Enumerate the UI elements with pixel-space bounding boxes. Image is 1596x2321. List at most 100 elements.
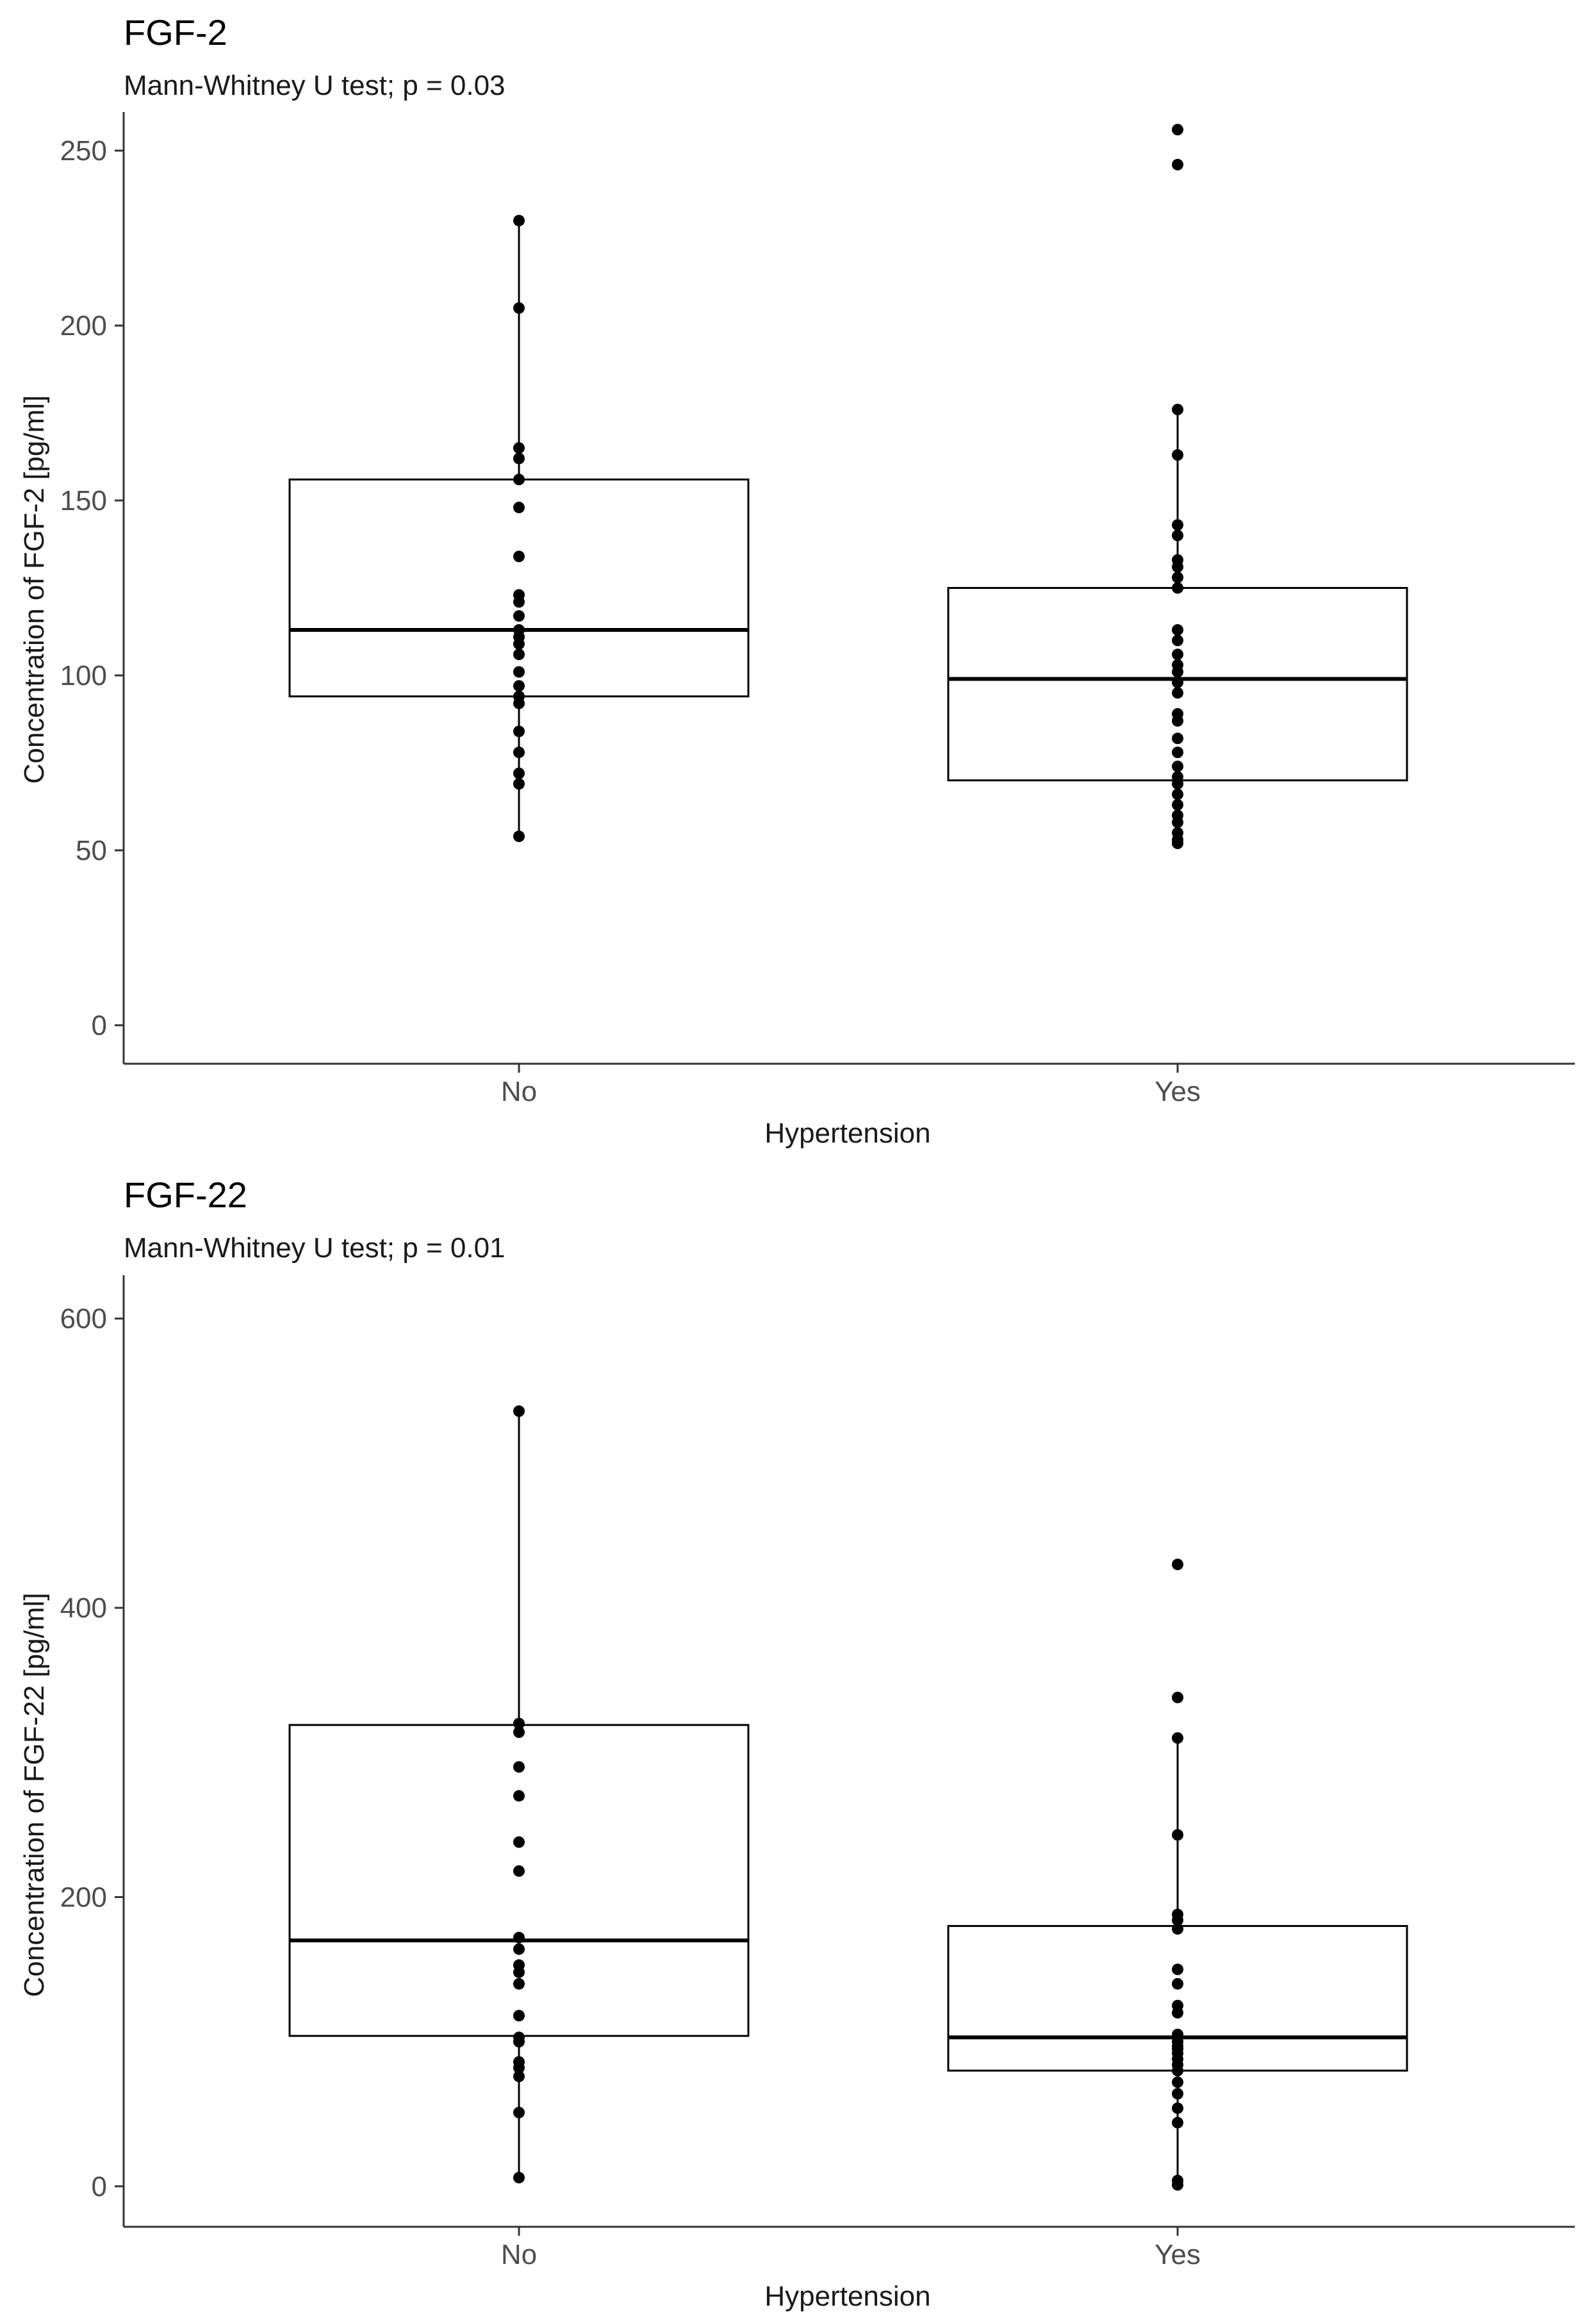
y-tick-label: 200 (60, 1881, 107, 1913)
x-tick-label: No (501, 1076, 537, 1107)
data-point (1172, 2102, 1183, 2114)
data-point (1172, 676, 1183, 688)
data-point (513, 697, 525, 709)
x-axis-title: Hypertension (764, 1118, 930, 1149)
chart-title: FGF-22 (124, 1175, 247, 1215)
data-point (513, 1405, 525, 1417)
data-point (1172, 816, 1183, 829)
data-point (513, 1717, 525, 1730)
data-point (1172, 158, 1183, 170)
y-tick-label: 400 (60, 1592, 107, 1624)
data-point (513, 1931, 525, 1944)
data-point (1172, 1691, 1183, 1703)
chart-subtitle: Mann-Whitney U test; p = 0.03 (124, 70, 506, 101)
y-tick-label: 100 (60, 660, 107, 691)
data-point (513, 1761, 525, 1773)
data-point (1172, 2117, 1183, 2129)
y-axis-title: Concentration of FGF-22 [pg/ml] (19, 1593, 50, 1997)
data-point (513, 638, 525, 650)
panel-fgf22: FGF-22 Mann-Whitney U test; p = 0.01 Con… (19, 1175, 1575, 2312)
data-point (1172, 1923, 1183, 1935)
data-point (1172, 1829, 1183, 1841)
y-tick-label: 0 (92, 1010, 107, 1041)
data-point (513, 747, 525, 759)
data-point (1172, 404, 1183, 416)
data-point (1172, 582, 1183, 594)
data-point (513, 725, 525, 738)
y-axis-title: Concentration of FGF-2 [pg/ml] (19, 395, 50, 784)
data-point (1172, 2006, 1183, 2019)
data-point (1172, 2076, 1183, 2088)
data-point (1172, 1914, 1183, 1926)
x-axis-title: Hypertension (764, 2281, 930, 2312)
data-point (1172, 1732, 1183, 1744)
data-point (1172, 449, 1183, 461)
data-point (513, 1943, 525, 1955)
panel-fgf2: FGF-2 Mann-Whitney U test; p = 0.03 Conc… (19, 12, 1575, 1149)
data-point (1172, 1558, 1183, 1571)
data-point (1172, 838, 1183, 850)
data-point (1172, 747, 1183, 759)
data-point (1172, 1978, 1183, 1990)
data-point (1172, 624, 1183, 636)
data-point (513, 2036, 525, 2048)
data-point (1172, 2088, 1183, 2100)
data-point (513, 596, 525, 608)
data-point (1172, 561, 1183, 573)
data-point (513, 610, 525, 622)
x-tick-label: No (501, 2239, 537, 2270)
x-tick-label: Yes (1155, 1076, 1201, 1107)
data-point (513, 442, 525, 454)
data-point (513, 1836, 525, 1848)
data-point (1172, 2065, 1183, 2077)
data-point (1172, 124, 1183, 136)
data-point (1172, 788, 1183, 800)
y-tick-label: 200 (60, 310, 107, 342)
data-point (1172, 760, 1183, 772)
data-point (513, 680, 525, 692)
chart-title: FGF-2 (124, 12, 227, 53)
y-tick-label: 50 (76, 835, 107, 866)
y-tick-label: 600 (60, 1303, 107, 1335)
data-point (1172, 798, 1183, 811)
data-point (1172, 778, 1183, 790)
box-no (288, 478, 750, 698)
data-point (513, 666, 525, 678)
data-point (513, 767, 525, 779)
data-point (513, 302, 525, 314)
y-tick-label: 0 (92, 2171, 107, 2202)
data-point (513, 2172, 525, 2184)
data-point (1172, 687, 1183, 699)
data-point (513, 778, 525, 790)
data-point (1172, 648, 1183, 661)
data-point (513, 830, 525, 843)
x-tick-label: Yes (1155, 2239, 1201, 2270)
data-point (513, 2061, 525, 2074)
data-point (1172, 732, 1183, 745)
data-point (513, 1726, 525, 1739)
data-point (513, 648, 525, 661)
data-point (1172, 666, 1183, 678)
data-point (513, 1790, 525, 1802)
data-point (1172, 1963, 1183, 1976)
data-point (513, 501, 525, 513)
plot-area: 0 200 400 600 No Yes (60, 1275, 1575, 2270)
data-point (1172, 572, 1183, 584)
data-point (1172, 519, 1183, 531)
data-point (513, 1978, 525, 1990)
data-point (513, 452, 525, 465)
data-point (1172, 2179, 1183, 2191)
data-point (513, 2010, 525, 2022)
data-point (513, 1865, 525, 1877)
y-tick-label: 150 (60, 485, 107, 516)
data-point (1172, 634, 1183, 647)
data-point (513, 215, 525, 227)
data-point (513, 474, 525, 486)
chart-subtitle: Mann-Whitney U test; p = 0.01 (124, 1232, 506, 1264)
data-point (513, 2106, 525, 2119)
data-point (513, 2070, 525, 2083)
y-tick-label: 250 (60, 135, 107, 167)
data-point (513, 1966, 525, 1978)
data-point (513, 550, 525, 563)
